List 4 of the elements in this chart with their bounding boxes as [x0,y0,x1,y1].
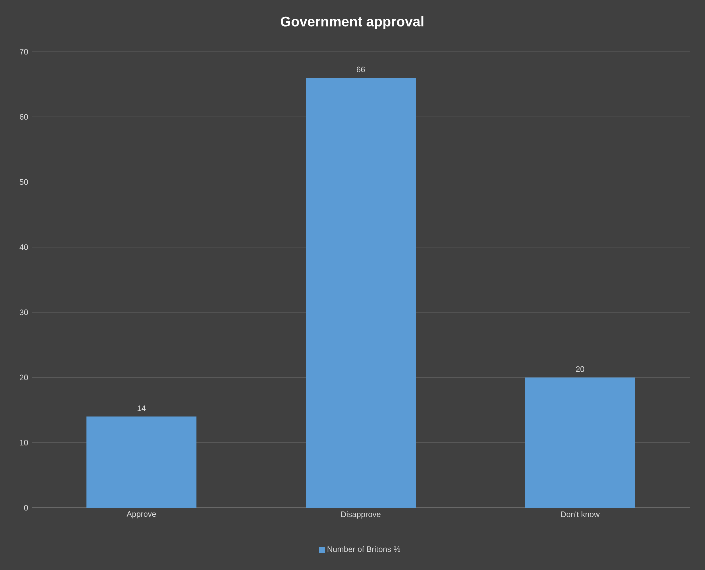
bar [525,378,636,508]
bar [306,78,416,508]
bar [86,416,197,508]
chart-title: Government approval [281,16,424,30]
